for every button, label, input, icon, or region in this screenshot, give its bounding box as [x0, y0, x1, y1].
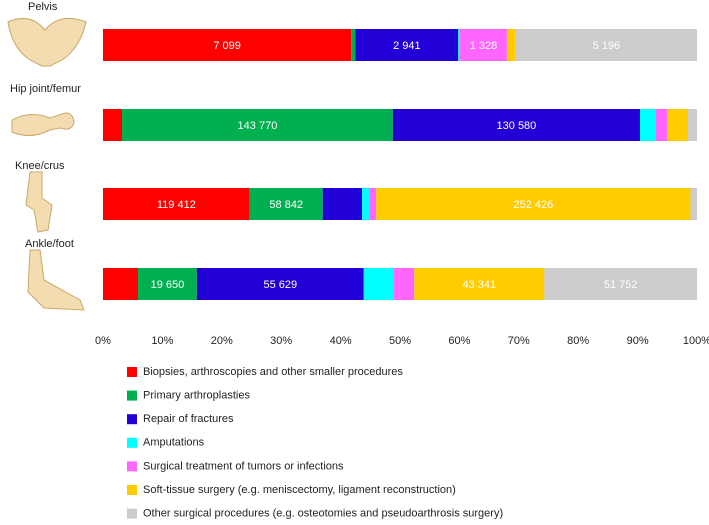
category-label: Hip joint/femur [10, 83, 81, 95]
pelvis-illustration [7, 17, 87, 67]
bar-segment [103, 268, 139, 300]
legend-swatch [127, 367, 137, 377]
x-tick-label: 30% [270, 335, 292, 347]
bar-segment [458, 29, 460, 61]
legend-label: Repair of fractures [143, 413, 234, 425]
bar-segment [361, 188, 370, 220]
bar-segment [394, 268, 415, 300]
data-label: 143 770 [238, 120, 278, 132]
x-tick-label: 40% [330, 335, 352, 347]
category-label: Ankle/foot [25, 238, 74, 250]
bar-segment [363, 268, 395, 300]
bar-segment [414, 268, 545, 300]
x-tick-label: 60% [448, 335, 470, 347]
bar-segment [690, 188, 697, 220]
bar-segment [355, 29, 459, 61]
bar-segment [639, 109, 657, 141]
bar-segment [656, 109, 668, 141]
bar-segment [322, 188, 362, 220]
legend-label: Surgical treatment of tumors or infectio… [143, 460, 344, 472]
data-label: 55 629 [263, 279, 297, 291]
legend-swatch [127, 390, 137, 401]
bar-segment [122, 109, 393, 141]
bar-segment [369, 188, 377, 220]
bar-segment [459, 29, 507, 61]
bar-segment [103, 188, 250, 220]
legend-label: Other surgical procedures (e.g. osteotom… [143, 508, 503, 520]
data-label: 2 941 [393, 40, 421, 52]
legend-swatch [127, 461, 137, 472]
x-tick-label: 10% [151, 335, 173, 347]
illustrations [7, 17, 87, 311]
x-tick-label: 90% [627, 335, 649, 347]
data-label: 43 341 [462, 279, 496, 291]
legend-swatch [127, 437, 137, 448]
bar-segment [506, 29, 516, 61]
bar-segment [667, 109, 688, 141]
legend-swatch [127, 414, 137, 425]
hip-illustration [11, 112, 75, 136]
bar-segment [103, 109, 123, 141]
bar-segment [376, 188, 691, 220]
bar-segment [138, 268, 197, 300]
data-label: 130 580 [497, 120, 537, 132]
legend-label: Soft-tissue surgery (e.g. meniscectomy, … [143, 484, 456, 496]
x-tick-label: 80% [567, 335, 589, 347]
bar-segment [687, 109, 697, 141]
legend-label: Amputations [143, 437, 205, 449]
legend-swatch [127, 485, 137, 495]
data-label: 119 412 [157, 199, 196, 211]
bar-segment [544, 268, 697, 300]
x-tick-label: 0% [95, 335, 111, 347]
category-label: Knee/crus [15, 160, 65, 172]
foot-illustration [27, 249, 85, 311]
data-label: 19 650 [151, 279, 185, 291]
bar-segment [103, 29, 352, 61]
legend-label: Primary arthroplasties [143, 390, 250, 402]
knee-illustration [25, 171, 53, 233]
bar-segment [196, 268, 364, 300]
bar-segment [249, 188, 323, 220]
legend-swatch [127, 508, 137, 519]
data-label: 7 099 [213, 40, 241, 52]
x-tick-label: 70% [508, 335, 530, 347]
data-label: 5 196 [593, 40, 621, 52]
data-label: 1 328 [470, 40, 498, 52]
x-tick-label: 100% [683, 335, 709, 347]
category-label: Pelvis [28, 1, 58, 13]
legend-label: Biopsies, arthroscopies and other smalle… [143, 366, 403, 378]
data-label: 252 426 [513, 199, 553, 211]
data-label: 58 842 [269, 199, 303, 211]
bar-segment [515, 29, 697, 61]
data-label: 51 752 [604, 279, 638, 291]
bar-segment [392, 109, 640, 141]
bar-segment [351, 29, 356, 61]
x-tick-label: 20% [211, 335, 233, 347]
x-tick-label: 50% [389, 335, 411, 347]
